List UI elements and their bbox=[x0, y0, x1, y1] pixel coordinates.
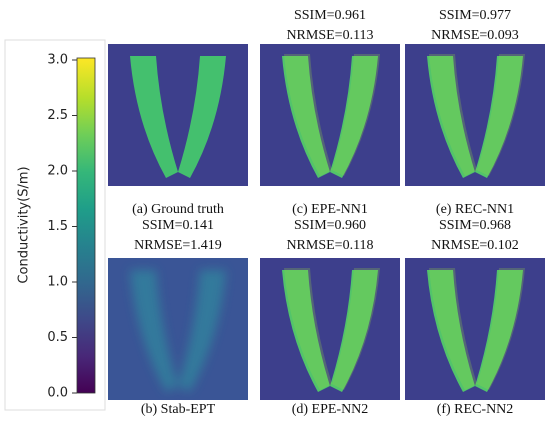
tick-label: 1.5 bbox=[47, 219, 68, 234]
metric: NRMSE=0.093 bbox=[431, 28, 519, 43]
tick-label: 2.0 bbox=[47, 164, 68, 179]
caption: (a) Ground truth bbox=[132, 202, 224, 217]
caption: (f) REC-NN2 bbox=[437, 402, 514, 417]
panel bbox=[260, 258, 400, 400]
caption: (e) REC-NN1 bbox=[436, 202, 514, 217]
tick-label: 0.5 bbox=[47, 330, 68, 345]
panel-image bbox=[108, 258, 248, 400]
metric: SSIM=0.960 bbox=[294, 218, 366, 233]
metric: SSIM=0.961 bbox=[294, 8, 366, 23]
panel bbox=[405, 44, 545, 186]
metric: SSIM=0.141 bbox=[142, 218, 214, 233]
tick-label: 2.5 bbox=[47, 108, 68, 123]
colorbar bbox=[77, 58, 95, 393]
metric: NRMSE=1.419 bbox=[134, 238, 222, 253]
panel bbox=[405, 258, 545, 400]
tick-label: 3.0 bbox=[47, 53, 68, 68]
panel-image bbox=[108, 44, 248, 186]
caption: (b) Stab-EPT bbox=[141, 402, 216, 417]
metric: NRMSE=0.113 bbox=[286, 28, 373, 43]
metric: NRMSE=0.118 bbox=[286, 238, 373, 253]
caption: (c) EPE-NN1 bbox=[292, 202, 368, 217]
figure: Conductivity(S/m) 3.02.52.01.51.00.50.0 … bbox=[0, 0, 546, 429]
metric: SSIM=0.977 bbox=[439, 8, 511, 23]
tick-label: 0.0 bbox=[47, 386, 68, 401]
metric: SSIM=0.968 bbox=[439, 218, 511, 233]
tick-label: 1.0 bbox=[47, 275, 68, 290]
colorbar-label: Conductivity(S/m) bbox=[17, 166, 32, 283]
panel bbox=[108, 44, 248, 186]
metric: NRMSE=0.102 bbox=[431, 238, 519, 253]
panel bbox=[108, 258, 248, 400]
caption: (d) EPE-NN2 bbox=[292, 402, 369, 417]
panel bbox=[260, 44, 400, 186]
